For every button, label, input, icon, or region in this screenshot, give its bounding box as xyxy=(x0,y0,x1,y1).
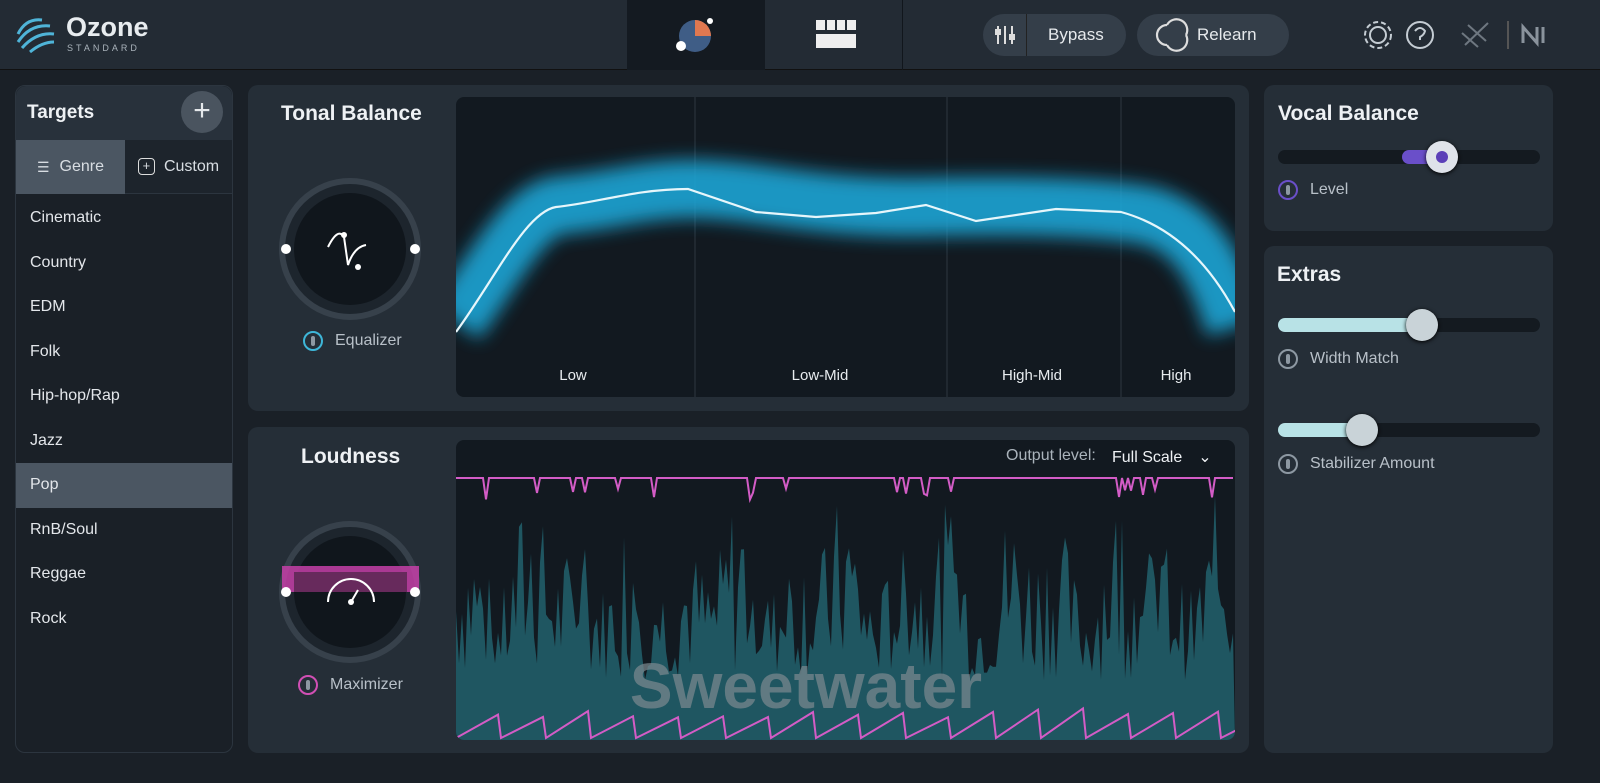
band-label: Low-Mid xyxy=(792,367,849,384)
output-level-label: Output level: xyxy=(1006,447,1096,464)
relearn-button[interactable]: Relearn xyxy=(1137,14,1289,56)
top-bar: Ozone STANDARD Bypass Relearn xyxy=(0,0,1600,70)
relearn-label: Relearn xyxy=(1197,25,1257,44)
band-label: High xyxy=(1161,367,1192,384)
logo-icon xyxy=(16,18,55,54)
bypass-button[interactable]: Bypass xyxy=(983,14,1126,56)
targets-panel: Targets + ☰ Genre + Custom Cinematic Countr… xyxy=(15,85,233,753)
label-text: Equalizer xyxy=(335,332,402,350)
band-label: High-Mid xyxy=(1002,367,1062,384)
genre-item[interactable]: Reggae xyxy=(30,565,87,582)
loudness-panel: Loudness Maximizer Sweetwater Output lev… xyxy=(248,427,1249,753)
genre-list: Cinematic Country EDM Folk Hip-hop/Rap Jazz Po… xyxy=(16,196,232,641)
level-label: Level xyxy=(1278,180,1348,200)
label-text: Full Scale xyxy=(1112,449,1183,466)
ceiling-line xyxy=(456,477,1233,504)
loudness-title: Loudness xyxy=(301,445,401,468)
genre-tab-label: Genre xyxy=(59,158,105,175)
targets-title: Targets xyxy=(27,102,95,123)
genre-item[interactable]: Jazz xyxy=(30,431,63,449)
genre-item[interactable]: Hip-hop/Rap xyxy=(30,387,120,404)
add-target[interactable]: + xyxy=(181,91,223,133)
genre-tab[interactable]: ☰ Genre xyxy=(16,140,125,194)
custom-tab-label: Custom xyxy=(163,157,220,175)
extras-title: Extras xyxy=(1277,263,1342,286)
vocal-panel: Vocal Balance Level xyxy=(1264,85,1553,231)
genre-item[interactable]: Folk xyxy=(30,342,61,360)
width-match-slider[interactable] xyxy=(1278,309,1540,341)
stabilizer-slider[interactable] xyxy=(1278,414,1540,446)
watermark: Sweetwater xyxy=(630,650,982,722)
modules-tab[interactable] xyxy=(765,0,903,70)
tonal-title: Tonal Balance xyxy=(281,102,422,125)
bypass-label: Bypass xyxy=(1048,25,1104,44)
assistant-tab[interactable] xyxy=(627,0,765,70)
genre-item[interactable]: Rock xyxy=(30,609,67,627)
genre-item[interactable]: Country xyxy=(30,253,87,271)
vocal-title: Vocal Balance xyxy=(1278,102,1419,125)
product-name: Ozone xyxy=(66,12,149,42)
maximizer-knob[interactable] xyxy=(278,520,423,665)
maximizer-label: Maximizer xyxy=(298,675,403,695)
equalizer-label: Equalizer xyxy=(303,331,402,351)
label-text: Level xyxy=(1310,181,1349,199)
genre-item[interactable]: EDM xyxy=(30,298,66,315)
equalizer-knob[interactable] xyxy=(278,177,423,322)
tonal-panel: Tonal Balance Equalizer Low Low-Mid High-M… xyxy=(248,85,1249,411)
label-text: Width Match xyxy=(1310,350,1399,368)
genre-item[interactable]: Cinematic xyxy=(30,209,102,226)
gain-reduction xyxy=(456,706,1235,740)
edition: STANDARD xyxy=(67,43,140,53)
waveform xyxy=(456,495,1235,740)
tonal-graph: Low Low-Mid High-Mid High xyxy=(456,97,1235,397)
stabilizer-label: Stabilizer Amount xyxy=(1278,454,1435,474)
band-label: Low xyxy=(559,367,587,384)
label-text: Stabilizer Amount xyxy=(1310,455,1435,473)
genre-item[interactable]: RnB/Soul xyxy=(30,520,98,538)
toolbar-icons xyxy=(1364,21,1545,49)
loudness-graph: Sweetwater xyxy=(456,440,1235,740)
extras-panel: Extras Width Match Stabilizer Amount xyxy=(1264,246,1553,753)
custom-tab[interactable]: + Custom xyxy=(125,140,232,194)
width-match-label: Width Match xyxy=(1278,349,1399,369)
output-level-select[interactable]: Full Scale ⌄ xyxy=(1112,449,1212,466)
label-text: Maximizer xyxy=(330,676,403,694)
genre-item[interactable]: Pop xyxy=(16,463,232,508)
level-slider[interactable] xyxy=(1278,141,1540,173)
